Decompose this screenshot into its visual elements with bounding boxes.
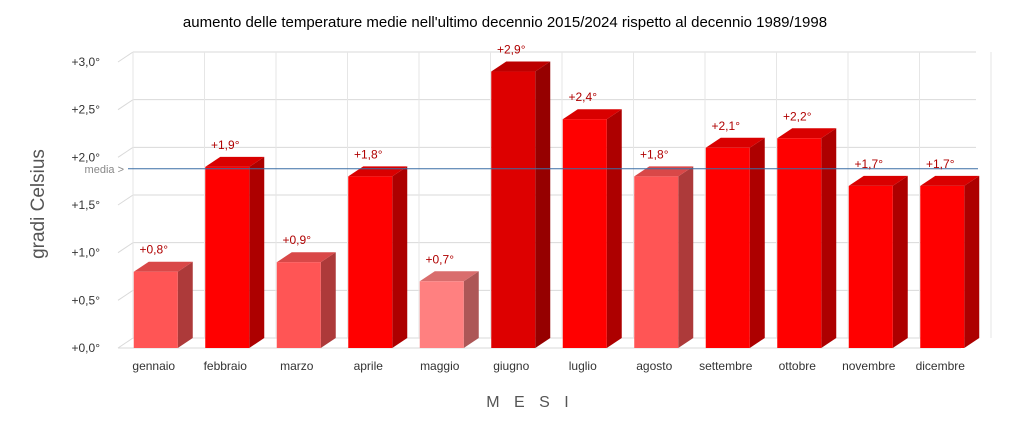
bar-side [320, 252, 336, 348]
x-tick-label: febbraio [204, 359, 248, 373]
bar-settembre [705, 137, 765, 348]
bar-side [392, 166, 408, 348]
bar-dicembre [920, 175, 980, 348]
x-tick-label: luglio [569, 359, 597, 373]
bar-front [562, 119, 607, 348]
gridline-diagonal [117, 242, 134, 254]
bar-top [920, 175, 980, 186]
bar-luglio [562, 109, 622, 348]
x-tick-label: agosto [636, 359, 672, 373]
bar-agosto [634, 166, 694, 348]
y-tick-label: +2,0° [72, 150, 101, 164]
data-label: +2,4° [569, 90, 598, 104]
bar-side [535, 61, 551, 349]
bar-front [848, 185, 893, 348]
x-tick-label: aprile [354, 359, 384, 373]
data-label: +1,8° [640, 147, 669, 161]
bar-front [705, 147, 750, 348]
bar-top [419, 271, 479, 282]
reference-line-group: media > [85, 164, 978, 176]
data-label: +0,8° [140, 243, 169, 257]
y-tick-label: +1,0° [72, 246, 101, 260]
bar-top [491, 61, 551, 72]
gridline-diagonal [117, 99, 134, 111]
data-label: +0,7° [426, 252, 455, 266]
bar-front [419, 281, 464, 348]
gridline-diagonal [117, 146, 134, 158]
bar-top [562, 109, 622, 120]
x-tick-label: settembre [699, 359, 753, 373]
y-axis-ticks: +0,0° +0,5° +1,0° +1,5° +2,0° +2,5° +3,0° [72, 55, 101, 355]
bar-marzo [276, 252, 336, 348]
x-tick-label: gennaio [132, 359, 175, 373]
bar-top [848, 175, 908, 186]
gridline-diagonal [117, 51, 134, 63]
x-axis-title: M E S I [486, 394, 573, 411]
data-label: +2,2° [783, 109, 812, 123]
bar-side [749, 137, 765, 348]
bars [133, 61, 980, 349]
bar-febbraio [205, 156, 265, 348]
y-tick-label: +3,0° [72, 55, 101, 69]
data-label: +0,9° [283, 233, 312, 247]
bar-gennaio [133, 261, 193, 348]
data-label: +1,7° [855, 157, 884, 171]
bar-top [705, 137, 765, 148]
data-label: +1,8° [354, 147, 383, 161]
gridline-diagonal [117, 337, 134, 349]
bar-front [920, 185, 965, 348]
y-tick-label: +0,0° [72, 341, 101, 355]
chart-title: aumento delle temperature medie nell'ult… [183, 14, 827, 31]
bar-maggio [419, 271, 479, 348]
bar-side [892, 175, 908, 348]
bar-front [491, 71, 536, 349]
bar-top [133, 261, 193, 272]
bar-side [678, 166, 694, 348]
x-axis-ticks: gennaio febbraio marzo aprile maggio giugno lu… [132, 359, 965, 373]
bar-top [276, 252, 336, 263]
bar-front [205, 166, 250, 348]
bar-side [177, 261, 193, 348]
x-tick-label: marzo [280, 359, 314, 373]
x-tick-label: maggio [420, 359, 460, 373]
x-tick-label: ottobre [779, 359, 817, 373]
bar-side [249, 156, 265, 348]
bar-aprile [348, 166, 408, 348]
data-label: +1,9° [211, 138, 240, 152]
bar-front [276, 262, 321, 348]
bar-front [348, 176, 393, 348]
y-tick-label: +0,5° [72, 293, 101, 307]
grid [117, 51, 992, 349]
x-tick-label: dicembre [916, 359, 966, 373]
bar-ottobre [777, 128, 837, 348]
bar-side [821, 128, 837, 348]
bar-giugno [491, 61, 551, 349]
bar-top [777, 128, 837, 139]
y-axis-title: gradi Celsius [28, 149, 49, 259]
bar-side [964, 175, 980, 348]
x-tick-label: giugno [493, 359, 529, 373]
y-tick-label: +1,5° [72, 198, 101, 212]
bar-side [463, 271, 479, 348]
bar-front [634, 176, 679, 348]
gridline-diagonal [117, 194, 134, 206]
bar-side [606, 109, 622, 348]
bar-front [777, 138, 822, 348]
x-tick-label: novembre [842, 359, 896, 373]
bar-front [133, 271, 178, 348]
bar-top [205, 156, 265, 167]
data-label: +1,7° [926, 157, 955, 171]
gridline-diagonal [117, 289, 134, 301]
data-label: +2,1° [712, 119, 741, 133]
reference-line-label: media > [85, 164, 124, 176]
bar-novembre [848, 175, 908, 348]
data-labels: +0,8° +1,9° +0,9° +1,8° +0,7° +2,9° +2,4° +1,8°… [140, 43, 955, 267]
data-label: +2,9° [497, 43, 526, 57]
y-tick-label: +2,5° [72, 103, 101, 117]
